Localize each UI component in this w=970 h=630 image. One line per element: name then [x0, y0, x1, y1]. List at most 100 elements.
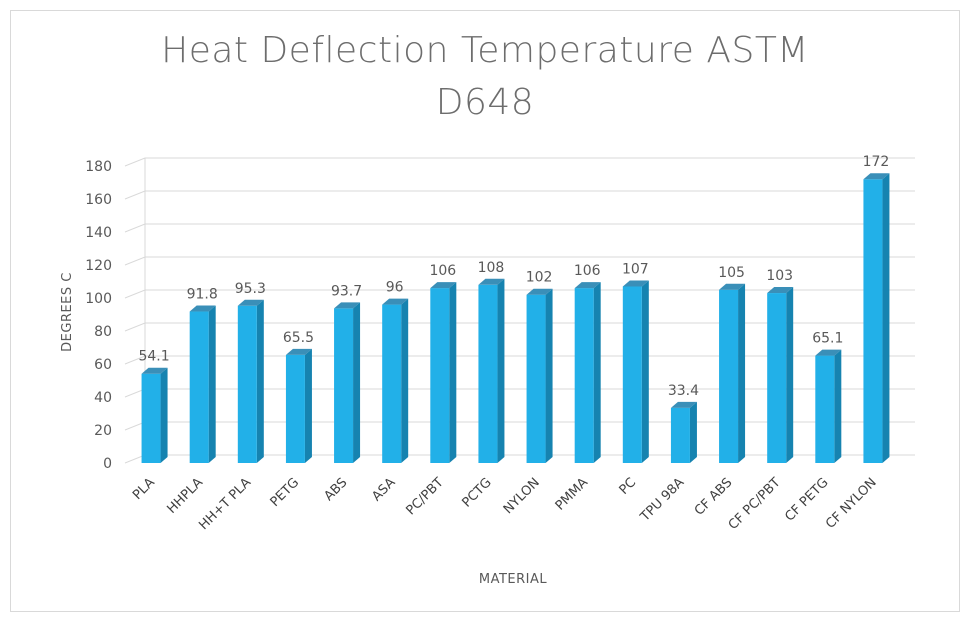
gridline — [124, 190, 915, 200]
bar-front — [719, 289, 739, 463]
bar-top — [141, 367, 168, 374]
data-label: 33.4 — [668, 383, 699, 399]
data-label: 93.7 — [331, 283, 362, 299]
x-tick-label: NYLON — [501, 475, 543, 517]
bar-front — [285, 354, 305, 463]
chart-title-line-1: Heat Deflection Temperature ASTM — [161, 30, 809, 71]
bar-front — [863, 179, 883, 463]
bar-front — [237, 305, 257, 463]
bar — [719, 283, 746, 463]
bar-top — [478, 278, 505, 285]
x-tick-label: PCTG — [459, 475, 494, 510]
data-label: 54.1 — [138, 349, 169, 365]
data-label: 65.1 — [812, 331, 843, 347]
bar — [382, 298, 409, 463]
data-label: 105 — [718, 265, 745, 281]
y-tick-label: 160 — [85, 192, 112, 208]
bar-side — [208, 305, 216, 463]
bar-front — [478, 284, 498, 463]
data-label: 107 — [622, 261, 649, 277]
bar-top — [237, 299, 264, 306]
x-tick-label: HH+T PLA — [196, 475, 254, 533]
bar-side — [545, 288, 553, 463]
bar-front — [574, 288, 594, 463]
gridline — [124, 256, 915, 266]
bar-front — [334, 308, 354, 463]
data-label: 103 — [766, 268, 793, 284]
bar-side — [353, 302, 361, 463]
bars — [141, 173, 890, 463]
bar — [670, 401, 697, 463]
x-axis-title: MATERIAL — [479, 572, 548, 587]
data-label: 96 — [386, 280, 404, 296]
bar-top — [526, 288, 553, 295]
bar-front — [767, 293, 787, 463]
x-tick-label: CF ABS — [692, 475, 736, 519]
data-label: 106 — [574, 263, 601, 279]
x-tick-label: PC/PBT — [404, 475, 447, 518]
y-axis-title: DEGREES C — [60, 272, 75, 352]
bar-side — [786, 287, 794, 463]
bar-top — [430, 282, 457, 289]
x-tick-label: CF PETG — [782, 475, 831, 524]
data-label: 91.8 — [187, 287, 218, 303]
y-tick-label: 20 — [94, 423, 112, 439]
bar-front — [815, 355, 835, 463]
bar-front — [189, 311, 209, 463]
y-tick-label: 80 — [94, 324, 112, 340]
bar — [815, 349, 842, 463]
gridline — [124, 223, 915, 233]
x-tick-label: CF NYLON — [823, 475, 880, 532]
bar — [863, 173, 890, 463]
bar-top — [382, 298, 409, 305]
bar-side — [641, 280, 649, 463]
bar — [189, 305, 216, 463]
bar-side — [401, 298, 409, 463]
data-label: 108 — [478, 260, 505, 276]
bar — [237, 299, 264, 463]
x-tick-label: HHPLA — [164, 475, 206, 517]
bar — [622, 280, 649, 463]
y-tick-label: 140 — [85, 225, 112, 241]
bar-side — [738, 283, 746, 463]
x-tick-label: PLA — [130, 475, 158, 503]
bar-top — [670, 401, 697, 408]
bar-side — [256, 299, 264, 463]
bar-side — [497, 278, 505, 463]
bar — [141, 367, 168, 463]
bar — [478, 278, 505, 463]
x-tick-label: TPU 98A — [637, 475, 687, 525]
data-label: 106 — [429, 263, 456, 279]
bar-front — [141, 373, 161, 463]
x-tick-label: PC — [617, 475, 640, 498]
bar-side — [593, 282, 601, 463]
bar-side — [304, 348, 312, 463]
data-label: 65.5 — [283, 330, 314, 346]
x-tick-label: CF PC/PBT — [726, 475, 784, 533]
bar-front — [382, 304, 402, 463]
bar — [285, 348, 312, 463]
chart-title-line-2: D648 — [435, 82, 535, 123]
bar-front — [430, 288, 450, 463]
bar-top — [815, 349, 842, 356]
bar-top — [863, 173, 890, 180]
x-tick-label: ASA — [369, 475, 398, 504]
bar-side — [689, 401, 697, 463]
bar-side — [834, 349, 842, 463]
bar-top — [719, 283, 746, 290]
data-label: 102 — [526, 270, 553, 286]
x-tick-label: PMMA — [553, 475, 591, 513]
bar-side — [160, 367, 168, 463]
bar-top — [189, 305, 216, 312]
bar — [767, 287, 794, 463]
data-labels: 54.1 91.8 95.3 65.5 93.7 96 106 108 102 106 107 33.… — [138, 154, 889, 399]
y-tick-label: 60 — [94, 357, 112, 373]
y-tick-label: 40 — [94, 390, 112, 406]
bar — [526, 288, 553, 463]
bar-top — [767, 287, 794, 294]
bar-top — [622, 280, 649, 287]
bar-top — [285, 348, 312, 355]
bar-top — [334, 302, 361, 309]
